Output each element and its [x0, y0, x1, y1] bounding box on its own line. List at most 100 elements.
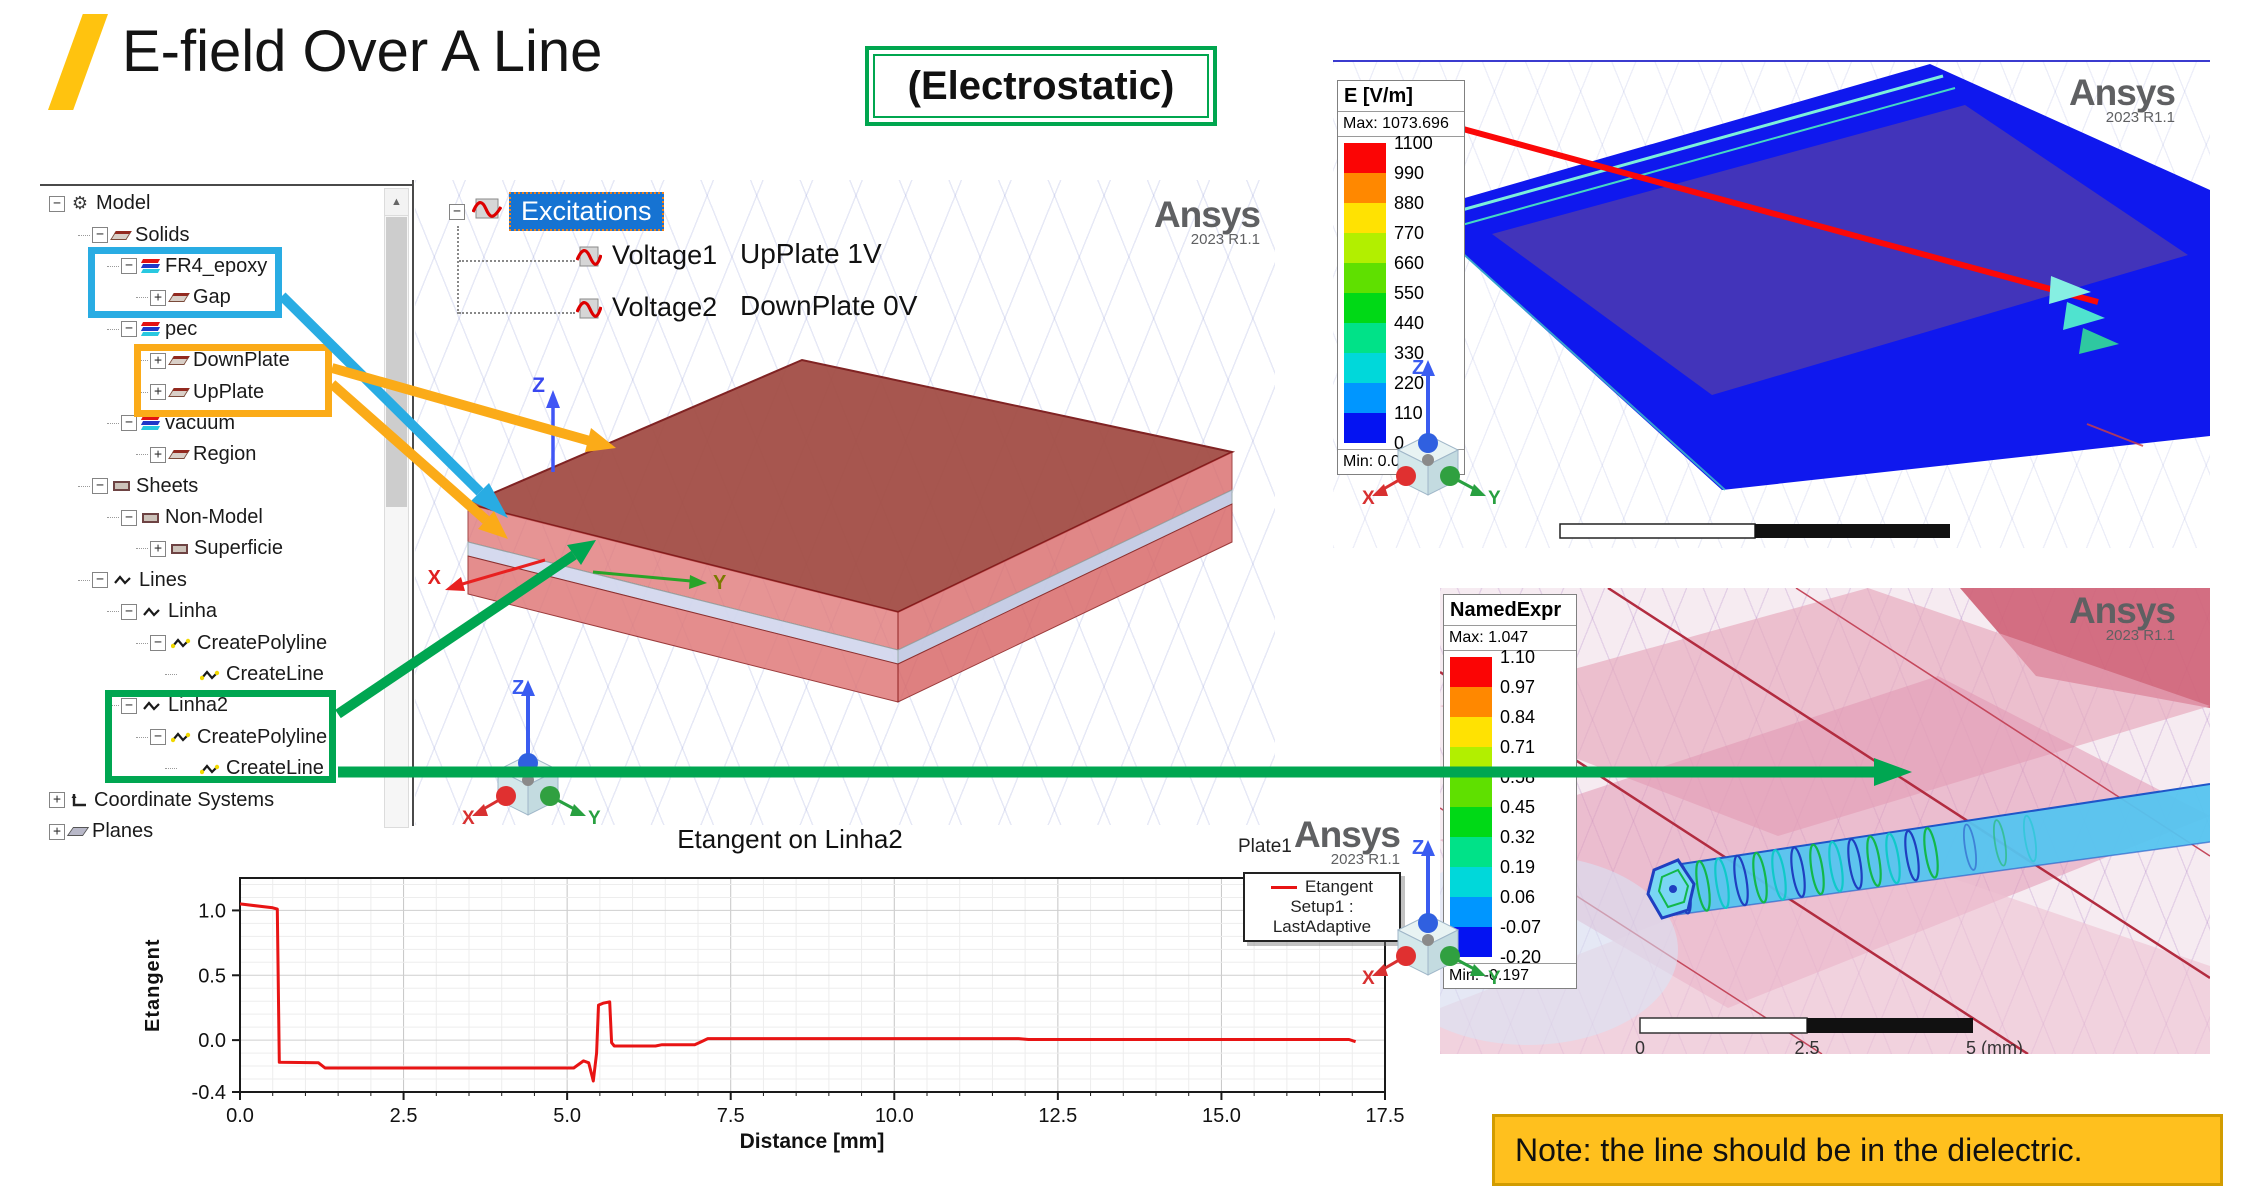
tree-expander[interactable]: +	[150, 540, 166, 557]
tree-item-label: Model	[96, 192, 151, 215]
tree-item-region[interactable]: + Region	[43, 439, 381, 470]
tree-item-upplate[interactable]: + UpPlate	[43, 376, 381, 407]
tree-item-label: Non-Model	[165, 506, 263, 529]
sheet-icon	[113, 481, 130, 492]
tree-item-label: Region	[193, 443, 257, 466]
tree-item-vacuum[interactable]: − vacuum	[43, 408, 381, 439]
efield-plot-3d	[1391, 64, 2210, 539]
tree-item-downplate[interactable]: + DownPlate	[43, 345, 381, 376]
voltage1-assignment: UpPlate 1V	[740, 238, 882, 269]
tree-item-createline[interactable]: CreateLine	[43, 659, 381, 690]
tree-item-lines[interactable]: − Lines	[43, 565, 381, 596]
legend-colorbar	[1450, 657, 1492, 957]
tree-expander[interactable]: +	[150, 384, 166, 401]
tree-item-voltage2[interactable]: Voltage2	[612, 292, 718, 322]
tree-expander[interactable]: −	[121, 258, 137, 275]
tree-expander[interactable]: +	[150, 352, 166, 369]
tree-item-excitations[interactable]: Excitations	[509, 192, 664, 231]
svg-text:0.0: 0.0	[198, 1030, 226, 1052]
svg-text:7.5: 7.5	[717, 1105, 745, 1127]
tree-item-model[interactable]: − ⚙ Model	[43, 188, 381, 219]
svg-text:10.0: 10.0	[875, 1105, 914, 1127]
page-title: E-field Over A Line	[122, 19, 603, 84]
svg-text:Z: Z	[532, 374, 545, 397]
tree-expander[interactable]: +	[150, 446, 166, 463]
tree-item-label: Lines	[139, 568, 187, 591]
voltage2-assignment: DownPlate 0V	[740, 290, 918, 321]
solid-part-icon	[110, 230, 132, 240]
legend-max: Max: 1073.696	[1338, 112, 1464, 137]
tree-item-coordinate-systems[interactable]: + Coordinate Systems	[43, 784, 381, 815]
tree-item-voltage1[interactable]: Voltage1	[612, 240, 718, 270]
coordinate-system-icon	[71, 794, 86, 807]
tree-item-linha2[interactable]: − Linha2	[43, 690, 381, 721]
efield-legend: E [V/m] Max: 1073.696 1100 990 880 770 660 55…	[1337, 80, 1465, 475]
tree-expander[interactable]: −	[449, 204, 465, 220]
sheet-icon	[142, 512, 159, 523]
scalebar-label-start: 0	[1635, 1038, 1645, 1054]
tree-expander[interactable]: +	[150, 289, 166, 306]
tree-item-planes[interactable]: + Planes	[43, 816, 381, 847]
voltage-icon	[472, 198, 502, 219]
tree-item-superficie[interactable]: + Superficie	[43, 533, 381, 564]
tree-expander[interactable]: +	[49, 792, 65, 809]
tree-expander[interactable]: −	[150, 729, 166, 746]
chart-plate-label: Plate1	[1238, 836, 1292, 857]
line-icon	[114, 575, 131, 586]
tree-item-label: vacuum	[165, 411, 236, 434]
tree-item-fr4-epoxy[interactable]: − FR4_epoxy	[43, 251, 381, 282]
tree-scrollbar[interactable]: ▲	[384, 188, 409, 828]
legend-title: E [V/m]	[1338, 81, 1464, 112]
tree-item-solids[interactable]: − Solids	[43, 219, 381, 250]
tree-item-label: Linha	[168, 600, 217, 623]
scrollbar-thumb[interactable]	[386, 217, 407, 507]
efield-viewport[interactable]	[1333, 60, 2210, 548]
electrostatic-badge: (Electrostatic)	[865, 46, 1217, 126]
polyline-icon	[200, 764, 220, 774]
ansys-logo: Ansys 2023 R1.1	[1293, 814, 1401, 868]
tree-item-createline[interactable]: CreateLine	[43, 753, 381, 784]
sheet-icon	[171, 543, 188, 554]
svg-text:-0.4: -0.4	[192, 1082, 226, 1104]
scalebar-label-mid: 2.5	[1794, 1038, 1819, 1054]
tree-expander[interactable]: −	[92, 478, 108, 495]
tree-expander[interactable]: −	[121, 697, 137, 714]
tree-item-non-model[interactable]: − Non-Model	[43, 502, 381, 533]
tree-expander[interactable]: −	[49, 195, 65, 212]
tree-item-sheets[interactable]: − Sheets	[43, 471, 381, 502]
svg-text:5.0: 5.0	[553, 1105, 581, 1127]
fr4-highlight-box	[88, 247, 282, 318]
tree-item-label: Solids	[135, 223, 190, 246]
scrollbar-up-icon[interactable]: ▲	[385, 189, 408, 216]
tree-item-label: Linha2	[168, 694, 229, 717]
voltage-icon	[576, 298, 602, 319]
tree-expander[interactable]: −	[121, 509, 137, 526]
legend-values: 1100 990 880 770 660 550 440 330 220 110 0	[1394, 133, 1433, 453]
model-viewport[interactable]: Z X Y	[415, 180, 1275, 825]
ansys-logo: Ansys 2023 R1.1	[2068, 590, 2176, 644]
svg-text:Y: Y	[713, 572, 727, 594]
tree-expander[interactable]: +	[49, 823, 65, 840]
tree-item-label: pec	[165, 317, 198, 340]
panel-divider	[412, 180, 414, 826]
tree-item-createpolyline[interactable]: − CreatePolyline	[43, 627, 381, 658]
tree-expander[interactable]: −	[121, 321, 137, 338]
scalebar-label-end: 5 (mm)	[1966, 1038, 2023, 1054]
tree-item-linha[interactable]: − Linha	[43, 596, 381, 627]
polyline-icon	[171, 638, 191, 649]
series-setup: Setup1 : LastAdaptive	[1272, 897, 1372, 936]
line-icon	[143, 701, 160, 711]
solid-part-icon	[168, 450, 190, 460]
tree-item-label: Superficie	[194, 537, 283, 560]
tree-expander[interactable]: −	[150, 635, 166, 652]
tree-expander[interactable]: −	[121, 415, 137, 432]
tree-expander[interactable]: −	[121, 603, 137, 620]
tree-expander[interactable]: −	[92, 227, 108, 244]
tree-item-createpolyline[interactable]: − CreatePolyline	[43, 722, 381, 753]
tree-item-label: CreatePolyline	[197, 631, 328, 654]
tree-item-pec[interactable]: − pec	[43, 314, 381, 345]
tree-expander[interactable]: −	[92, 572, 108, 589]
tree-item-gap[interactable]: + Gap	[43, 282, 381, 313]
series-name: Etangent	[1304, 877, 1374, 896]
